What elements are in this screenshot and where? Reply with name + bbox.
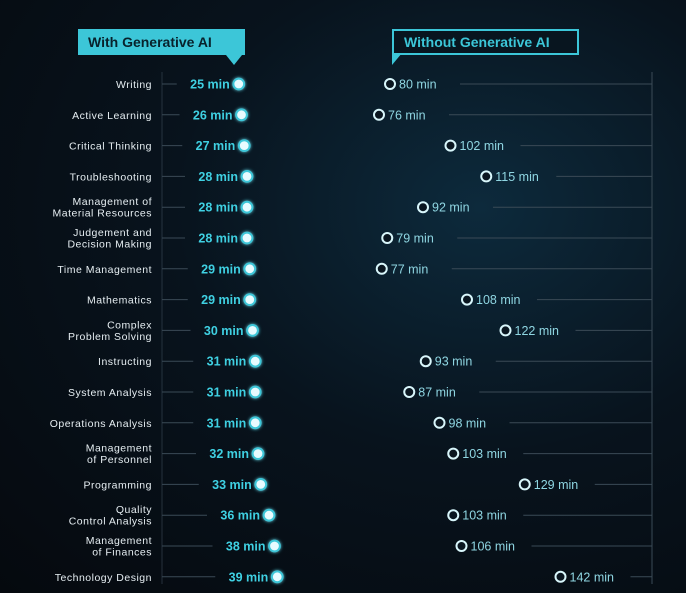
- without-ai-point: [384, 78, 396, 90]
- without-ai-value-label: 87 min: [418, 386, 456, 400]
- with-ai-value-label: 31 min: [207, 416, 247, 430]
- category-label: Operations Analysis: [50, 418, 152, 430]
- with-ai-value-label: 38 min: [226, 540, 266, 554]
- without-ai-point: [381, 232, 394, 244]
- with-ai-point: [237, 139, 251, 153]
- with-ai-point: [246, 324, 259, 337]
- category-label: System Analysis: [68, 387, 152, 399]
- category-label: Troubleshooting: [70, 171, 152, 183]
- legend-without-label: Without Generative AI: [404, 34, 550, 50]
- with-ai-point: [270, 570, 284, 584]
- without-ai-value-label: 102 min: [460, 139, 505, 153]
- with-ai-value-label: 30 min: [204, 324, 244, 338]
- without-ai-point: [403, 386, 416, 398]
- without-ai-value-label: 79 min: [396, 232, 434, 246]
- without-ai-point: [373, 108, 385, 121]
- with-ai-point: [248, 354, 262, 368]
- with-ai-point: [268, 539, 281, 553]
- with-ai-value-label: 39 min: [229, 570, 269, 584]
- with-ai-point: [243, 293, 257, 307]
- without-ai-value-label: 77 min: [391, 262, 429, 276]
- with-ai-point: [240, 170, 254, 183]
- without-ai-value-label: 142 min: [570, 570, 615, 584]
- with-ai-value-label: 33 min: [212, 478, 252, 492]
- with-ai-point: [240, 231, 254, 245]
- with-ai-value-label: 28 min: [198, 232, 238, 246]
- without-ai-value-label: 98 min: [449, 416, 487, 430]
- without-ai-point: [419, 355, 432, 368]
- with-ai-point: [243, 262, 257, 276]
- category-label: Technology Design: [55, 572, 152, 584]
- category-label: Writing: [116, 79, 152, 91]
- with-ai-point: [232, 77, 246, 91]
- category-label: Active Learning: [72, 110, 152, 122]
- legend-with-pointer: [226, 55, 242, 65]
- category-label: Quality Control Analysis: [69, 504, 153, 528]
- without-ai-point: [455, 540, 468, 552]
- without-ai-point: [444, 139, 457, 152]
- without-ai-point: [447, 447, 460, 460]
- category-label: Time Management: [57, 264, 152, 276]
- with-ai-value-label: 36 min: [220, 509, 260, 523]
- without-ai-point: [375, 262, 388, 275]
- legend-with-generative-ai: With Generative AI: [78, 29, 245, 65]
- without-ai-point: [417, 201, 429, 214]
- with-ai-value-label: 28 min: [198, 170, 238, 184]
- without-ai-value-label: 108 min: [476, 293, 521, 307]
- with-ai-point: [235, 108, 248, 122]
- without-ai-point: [461, 293, 473, 306]
- with-ai-point: [254, 478, 268, 491]
- without-ai-point: [554, 570, 567, 583]
- with-ai-point: [248, 385, 262, 399]
- with-ai-value-label: 29 min: [201, 293, 241, 307]
- without-ai-value-label: 76 min: [388, 108, 426, 122]
- with-ai-value-label: 27 min: [196, 139, 236, 153]
- with-ai-point: [248, 416, 262, 430]
- category-label: Management of Material Resources: [53, 196, 152, 220]
- without-ai-point: [480, 170, 493, 183]
- with-ai-value-label: 26 min: [193, 108, 233, 122]
- with-ai-value-label: 31 min: [207, 386, 247, 400]
- with-ai-point: [240, 200, 254, 214]
- category-label: Complex Problem Solving: [68, 319, 152, 343]
- with-ai-value-label: 31 min: [207, 355, 247, 369]
- without-ai-value-label: 80 min: [399, 78, 437, 92]
- category-label: Programming: [83, 479, 152, 491]
- legend-without-generative-ai: Without Generative AI: [392, 29, 579, 65]
- category-label: Management of Personnel: [86, 443, 152, 467]
- legend-with-label: With Generative AI: [88, 34, 212, 50]
- category-label: Critical Thinking: [69, 141, 152, 153]
- without-ai-value-label: 106 min: [471, 540, 516, 554]
- with-ai-point: [251, 447, 265, 461]
- legend-without-pointer: [392, 53, 402, 65]
- without-ai-value-label: 93 min: [435, 355, 473, 369]
- without-ai-value-label: 122 min: [515, 324, 560, 338]
- without-ai-point: [447, 509, 460, 522]
- without-ai-point: [433, 416, 446, 429]
- without-ai-value-label: 103 min: [462, 509, 507, 523]
- without-ai-value-label: 103 min: [462, 447, 507, 461]
- with-ai-value-label: 32 min: [209, 447, 249, 461]
- with-ai-value-label: 25 min: [190, 78, 230, 92]
- without-ai-value-label: 129 min: [534, 478, 579, 492]
- with-ai-value-label: 29 min: [201, 262, 241, 276]
- category-label: Instructing: [98, 356, 152, 368]
- without-ai-point: [499, 324, 512, 337]
- without-ai-value-label: 92 min: [432, 201, 470, 215]
- category-label: Mathematics: [87, 295, 152, 307]
- without-ai-point: [518, 478, 531, 491]
- without-ai-value-label: 115 min: [495, 170, 539, 184]
- with-ai-value-label: 28 min: [198, 201, 238, 215]
- category-label: Judgement and Decision Making: [67, 227, 152, 251]
- with-ai-point: [262, 508, 276, 522]
- category-label: Management of Finances: [86, 535, 152, 559]
